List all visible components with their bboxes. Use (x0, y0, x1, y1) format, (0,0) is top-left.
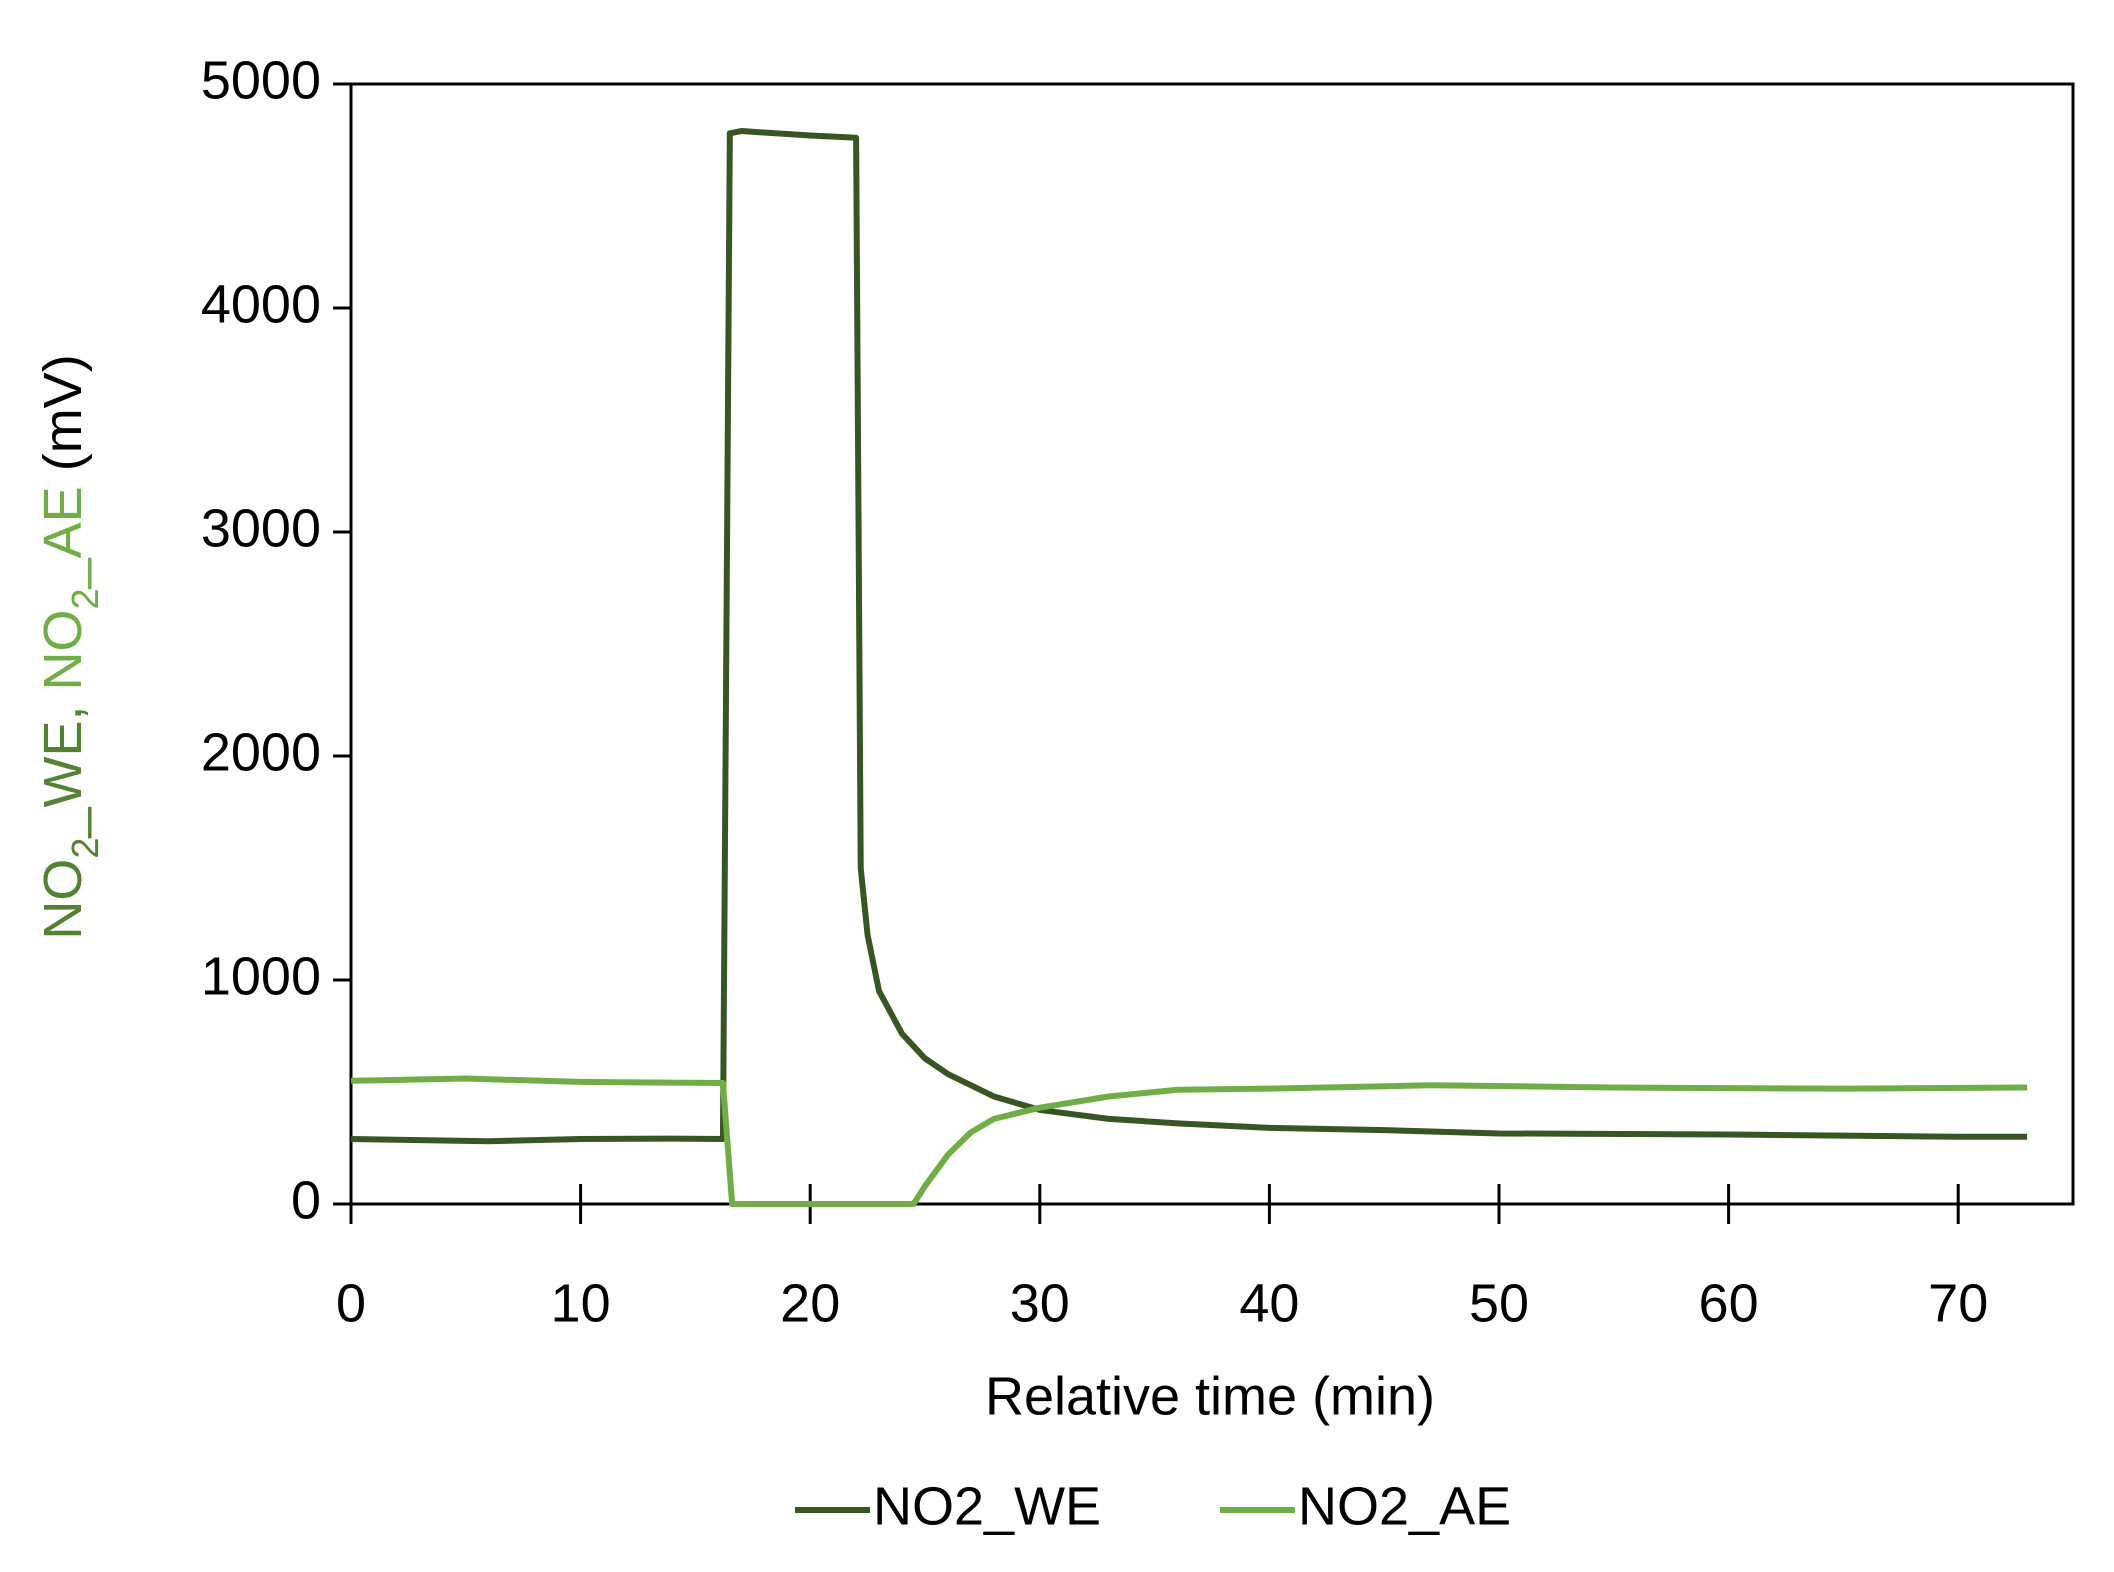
y-axis-title-part: (mV) (33, 354, 93, 486)
x-tick-label: 30 (1010, 1273, 1070, 1333)
y-tick-label: 3000 (201, 498, 321, 558)
y-tick-label: 5000 (201, 50, 321, 110)
y-axis-title-part: _WE, (33, 691, 93, 839)
y-tick-label: 0 (291, 1170, 321, 1230)
y-axis-title-part: 2 (65, 838, 107, 859)
x-tick-label: 70 (1928, 1273, 1988, 1333)
x-tick-label: 60 (1699, 1273, 1759, 1333)
y-axis-title-part: NO (33, 859, 93, 940)
y-axis-title-part: _AE (33, 486, 93, 589)
data-line (350, 128, 2028, 1145)
x-tick-label: 50 (1469, 1273, 1529, 1333)
x-axis-title: Relative time (min) (985, 1366, 1435, 1426)
y-axis-title-part: 2 (65, 588, 107, 609)
x-tick-label: 40 (1239, 1273, 1299, 1333)
plot-frame (349, 82, 2075, 1206)
y-tick-label: 4000 (201, 274, 321, 334)
y-axis-title: NO2_WE, NO2_AE (mV) (33, 354, 107, 939)
y-tick-label: 1000 (201, 946, 321, 1006)
data-line (350, 1075, 2028, 1207)
legend-label: NO2_AE (1298, 1476, 1511, 1536)
y-axis-title-part: NO (33, 610, 93, 691)
x-tick-label: 20 (780, 1273, 840, 1333)
legend-label: NO2_WE (873, 1476, 1101, 1536)
x-tick-label: 10 (551, 1273, 611, 1333)
x-tick-label: 0 (336, 1273, 366, 1333)
y-tick-label: 2000 (201, 722, 321, 782)
